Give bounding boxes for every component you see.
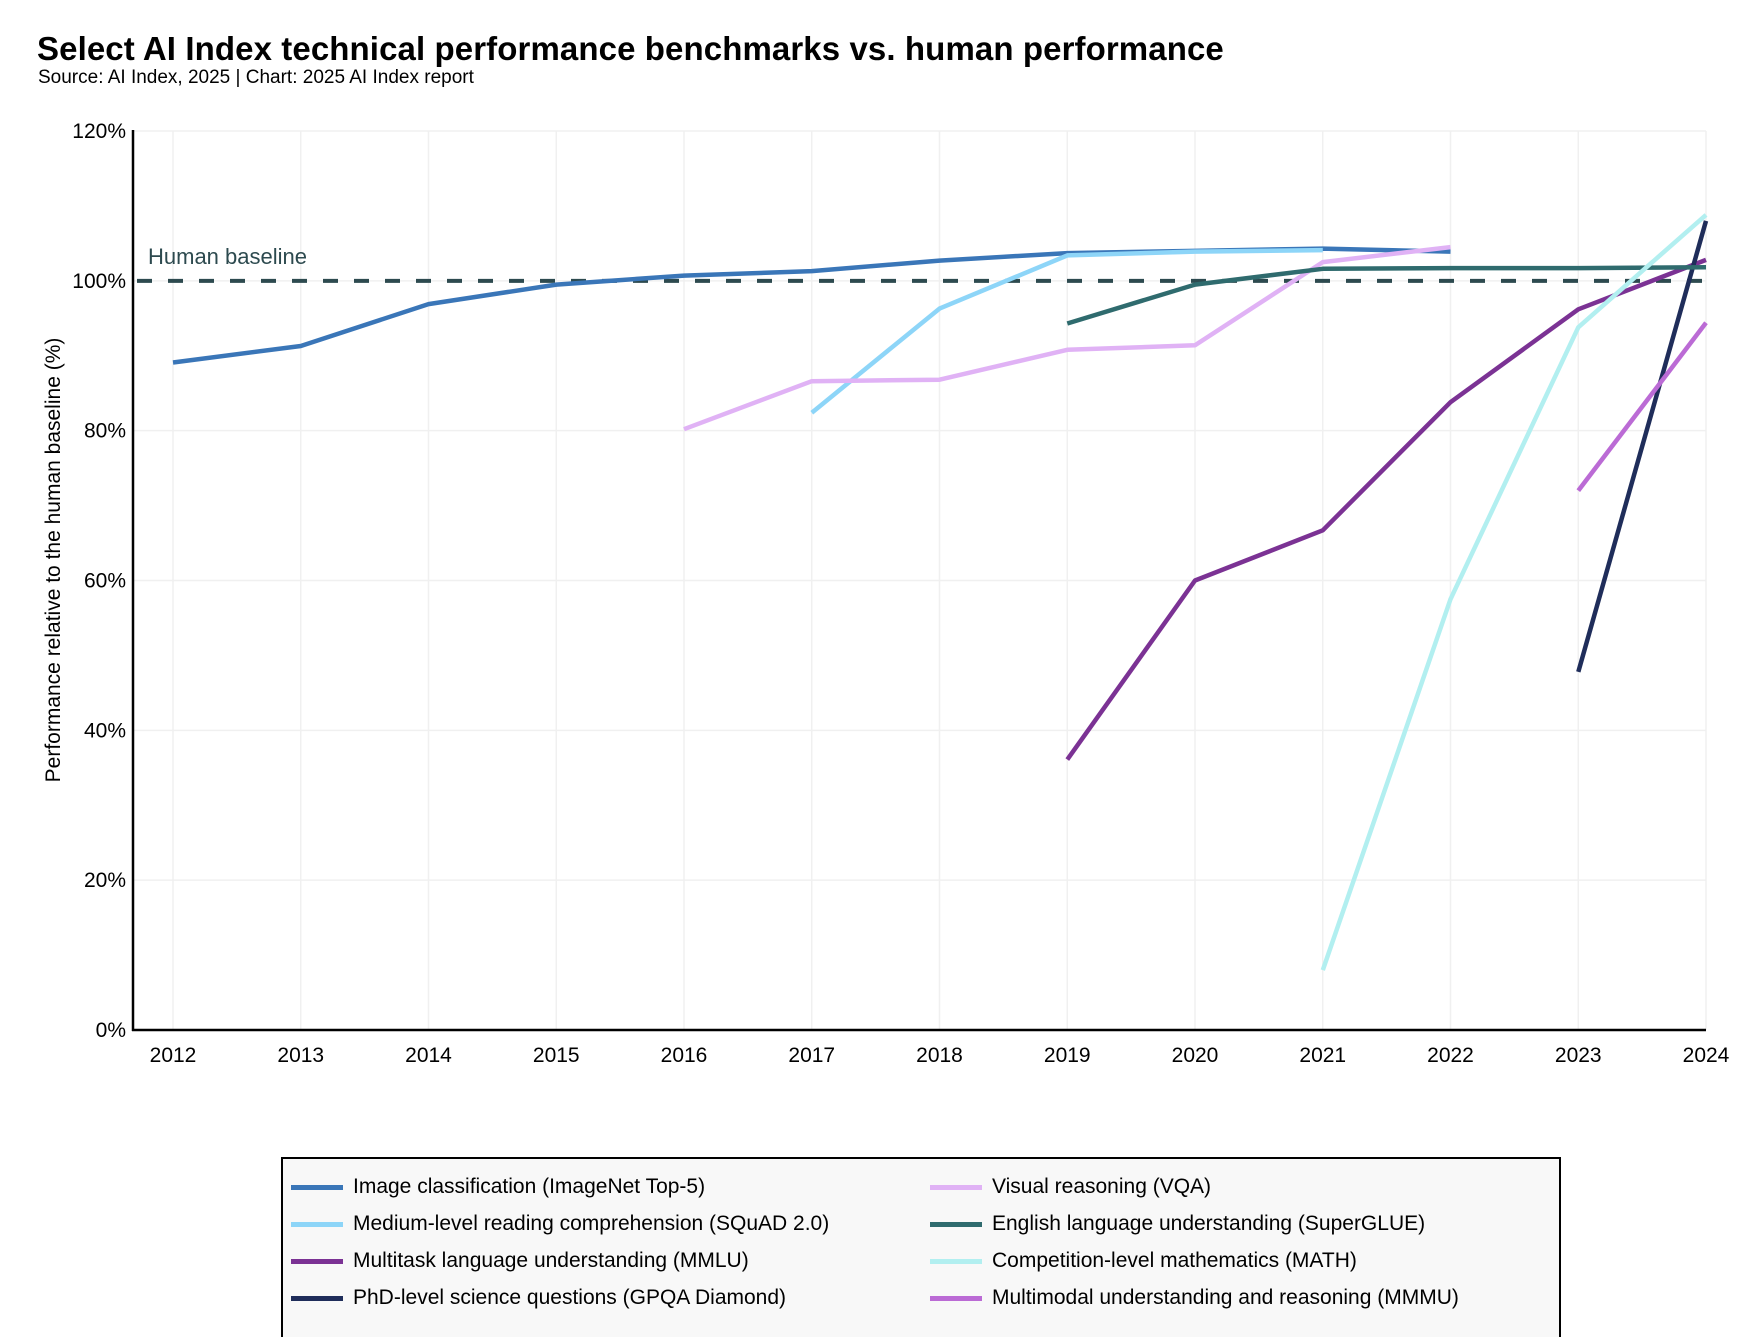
series-line-mmlu	[1065, 257, 1707, 761]
legend-swatch-squad	[291, 1221, 343, 1227]
line-chart: Human baseline 0% 20% 40% 60% 80% 100% 120% 20…	[42, 120, 1730, 1067]
y-tick-label: 80%	[84, 420, 126, 443]
legend-item: Multimodal understanding and reasoning (…	[930, 1283, 1459, 1313]
legend-label: Medium-level reading comprehension (SQuA…	[353, 1212, 830, 1235]
x-tick-label: 2021	[1299, 1044, 1346, 1067]
legend-label: PhD-level science questions (GPQA Diamon…	[353, 1286, 787, 1309]
legend-swatch-imagenet	[291, 1184, 343, 1190]
axes	[131, 130, 1706, 1032]
series-line-squad-2-0	[810, 247, 1323, 415]
series-lines	[172, 213, 1709, 971]
legend-swatch-gpqa	[291, 1295, 343, 1301]
human-baseline-label: Human baseline	[148, 244, 307, 269]
y-tick-labels: 0% 20% 40% 60% 80% 100% 120%	[72, 120, 126, 1042]
legend-swatch-mmmu	[930, 1295, 982, 1301]
x-tick-labels: 2012 2013 2014 2015 2016 2017 2018 2019 2020 2021…	[150, 1044, 1730, 1067]
legend-item: Visual reasoning (VQA)	[930, 1172, 1211, 1202]
series-line-vqa	[683, 244, 1451, 432]
chart-subtitle: Source: AI Index, 2025 | Chart: 2025 AI …	[38, 67, 474, 88]
x-tick-label: 2014	[405, 1044, 452, 1067]
gridlines	[133, 130, 1707, 1030]
series-line-mmmu	[1576, 321, 1708, 492]
x-tick-label: 2016	[661, 1044, 708, 1067]
legend-label: Multitask language understanding (MMLU)	[353, 1249, 749, 1272]
y-tick-label: 120%	[72, 120, 126, 143]
x-tick-label: 2018	[916, 1044, 963, 1067]
x-tick-label: 2015	[533, 1044, 580, 1067]
x-tick-label: 2022	[1427, 1044, 1474, 1067]
x-tick-label: 2017	[788, 1044, 835, 1067]
x-tick-label: 2013	[277, 1044, 324, 1067]
x-tick-label: 2023	[1555, 1044, 1602, 1067]
legend-swatch-math	[930, 1258, 982, 1264]
y-axis-label: Performance relative to the human baseli…	[42, 338, 65, 783]
series-line-superglue	[1066, 265, 1707, 326]
legend-label: English language understanding (SuperGLU…	[992, 1212, 1426, 1235]
legend-item: English language understanding (SuperGLU…	[930, 1209, 1425, 1239]
legend-item: Image classification (ImageNet Top-5)	[291, 1172, 705, 1202]
legend-label: Image classification (ImageNet Top-5)	[353, 1175, 706, 1198]
legend-label: Competition-level mathematics (MATH)	[992, 1249, 1357, 1272]
x-tick-label: 2020	[1172, 1044, 1219, 1067]
x-tick-label: 2019	[1044, 1044, 1091, 1067]
legend-swatch-superglue	[930, 1221, 982, 1227]
legend: Image classification (ImageNet Top-5) Me…	[281, 1157, 1561, 1337]
y-tick-label: 0%	[96, 1019, 126, 1042]
series-line-gpqa-diamond	[1576, 220, 1709, 673]
legend-item: Competition-level mathematics (MATH)	[930, 1246, 1357, 1276]
y-tick-label: 40%	[84, 719, 126, 742]
human-baseline: Human baseline	[137, 244, 1706, 283]
y-tick-label: 60%	[84, 570, 126, 593]
series-line-math	[1320, 213, 1708, 971]
legend-item: Multitask language understanding (MMLU)	[291, 1246, 749, 1276]
legend-swatch-mmlu	[291, 1258, 343, 1264]
x-tick-label: 2024	[1683, 1044, 1730, 1067]
chart-title: Select AI Index technical performance be…	[37, 30, 1224, 67]
y-tick-label: 20%	[84, 869, 126, 892]
legend-item: PhD-level science questions (GPQA Diamon…	[291, 1283, 786, 1313]
legend-item: Medium-level reading comprehension (SQuA…	[291, 1209, 829, 1239]
y-tick-label: 100%	[72, 270, 126, 293]
legend-label: Multimodal understanding and reasoning (…	[992, 1286, 1459, 1309]
legend-label: Visual reasoning (VQA)	[992, 1175, 1212, 1198]
x-tick-label: 2012	[150, 1044, 197, 1067]
legend-swatch-vqa	[930, 1184, 982, 1190]
